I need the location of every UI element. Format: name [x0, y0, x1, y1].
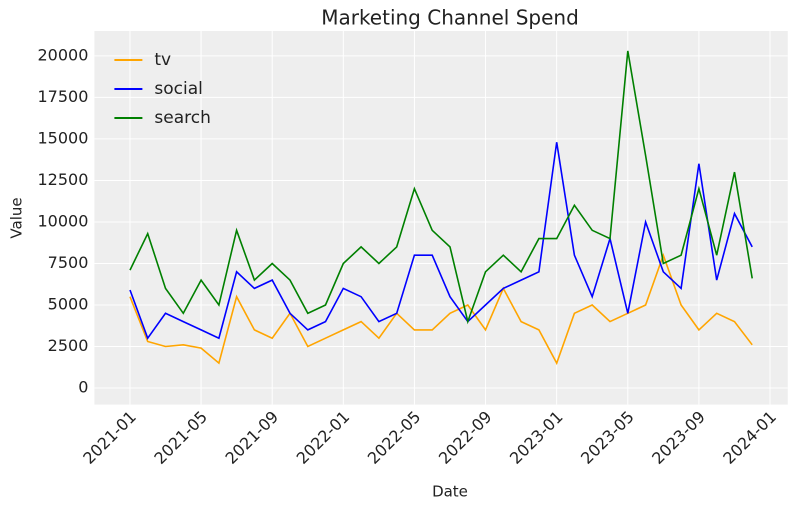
y-axis-label: Value: [8, 197, 26, 238]
y-tick-label: 0: [78, 377, 88, 396]
x-tick-label: 2022-01: [293, 407, 354, 468]
y-tick-label: 2500: [48, 336, 89, 355]
x-axis-label: Date: [432, 483, 468, 501]
x-tick-label: 2024-01: [719, 407, 780, 468]
x-tick-label: 2021-05: [150, 407, 211, 468]
x-tick-label: 2022-09: [435, 407, 496, 468]
y-tick-label: 12500: [37, 170, 88, 189]
x-tick-label: 2023-05: [577, 407, 638, 468]
x-tick-label: 2023-09: [648, 407, 709, 468]
y-tick-label: 10000: [37, 211, 88, 230]
x-tick-label: 2021-01: [79, 407, 140, 468]
legend-label: social: [154, 79, 202, 99]
plot-area: [94, 31, 788, 405]
y-tick-label: 5000: [48, 294, 89, 313]
legend-label: tv: [154, 50, 171, 70]
legend: tv social search: [114, 50, 211, 128]
y-tick-label: 15000: [37, 128, 88, 147]
x-tick-label: 2022-05: [364, 407, 425, 468]
chart-title: Marketing Channel Spend: [321, 6, 579, 30]
legend-label: search: [154, 108, 210, 128]
line-series: [129, 142, 753, 340]
x-tick-label: 2023-01: [506, 407, 567, 468]
y-tick-label: 17500: [37, 87, 88, 106]
y-tick-label: 7500: [48, 253, 89, 272]
x-tick-label: 2021-09: [221, 407, 282, 468]
line-series: [129, 50, 753, 325]
line-series: [129, 252, 753, 366]
y-tick-label: 20000: [37, 45, 88, 64]
